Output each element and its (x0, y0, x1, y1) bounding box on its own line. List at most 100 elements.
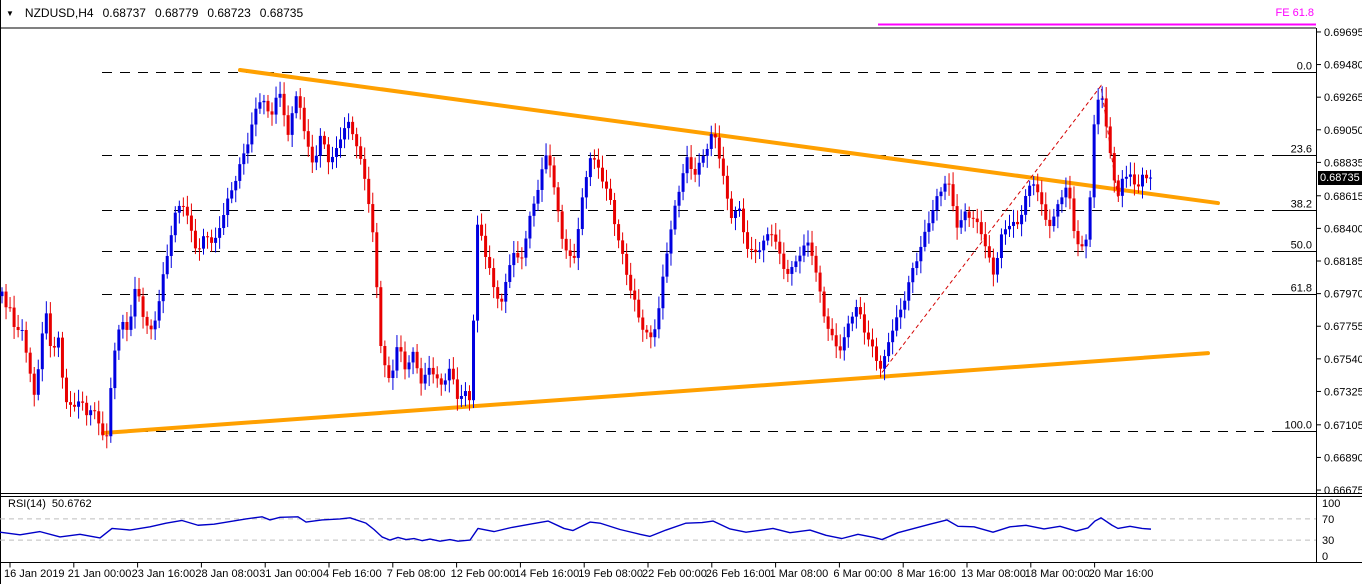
candle (347, 121, 351, 129)
candle (1128, 174, 1132, 177)
candle (899, 309, 903, 318)
candle (476, 224, 480, 321)
candle (423, 374, 427, 384)
candle (891, 330, 895, 343)
candle (310, 146, 314, 163)
candle (895, 317, 899, 331)
candle (858, 307, 862, 315)
candle (121, 321, 125, 330)
candle (302, 107, 306, 132)
fib-level-label: 61.8 (1291, 283, 1312, 295)
rsi-scale-label: 100 (1322, 498, 1340, 510)
ohlc-low: 0.68723 (207, 6, 251, 20)
candle (907, 282, 911, 301)
candle (673, 205, 677, 230)
candle (661, 276, 665, 309)
time-axis-label: 4 Feb 16:00 (323, 568, 382, 580)
candle (754, 249, 758, 253)
price-axis-label: 0.69695 (1324, 27, 1362, 39)
candle (746, 232, 750, 249)
candle (596, 159, 600, 168)
candle (322, 135, 326, 145)
candle (1100, 98, 1104, 100)
candle (246, 144, 250, 154)
candle (274, 97, 278, 115)
candle (600, 167, 604, 182)
price-axis-label: 0.69050 (1324, 125, 1362, 137)
candle (1088, 197, 1092, 240)
candle (105, 435, 109, 437)
candle (1036, 184, 1040, 193)
candle (665, 253, 669, 277)
candle (1024, 195, 1028, 215)
candle (927, 223, 931, 232)
candle (431, 367, 435, 375)
candle (1032, 184, 1036, 186)
candle (294, 96, 298, 114)
candle (169, 235, 173, 256)
candle (512, 252, 516, 266)
candle (1052, 216, 1056, 227)
candle (141, 296, 145, 317)
candle (181, 205, 185, 207)
candle (282, 93, 286, 116)
candle (1096, 99, 1100, 125)
candle (742, 208, 746, 233)
candle (657, 308, 661, 330)
candle (262, 100, 266, 103)
candle (85, 402, 89, 416)
candle (943, 183, 947, 192)
fib-expansion-anchor-line[interactable] (881, 84, 1119, 373)
candle (794, 261, 798, 268)
candle (395, 347, 399, 371)
candle (113, 350, 117, 389)
candle (915, 261, 919, 269)
symbol-dropdown-icon[interactable]: ▼ (6, 8, 14, 18)
candle (435, 374, 439, 379)
candle (371, 204, 375, 233)
candle (28, 352, 32, 374)
candle (584, 177, 588, 198)
candle (883, 356, 887, 369)
rsi-scale-label: 70 (1322, 514, 1334, 526)
fib-expansion-label[interactable]: FE 61.8 (1275, 7, 1314, 19)
rsi-scale-label: 0 (1322, 551, 1328, 563)
candle (750, 248, 754, 250)
current-price-badge: 0.68735 (1318, 171, 1362, 185)
candle (911, 268, 915, 283)
candle (77, 401, 81, 407)
candle (238, 164, 242, 181)
candle (467, 391, 471, 401)
upper-triangle-line[interactable] (238, 68, 1220, 206)
candle (242, 153, 246, 165)
candle (991, 257, 995, 275)
candle (81, 401, 85, 403)
time-axis-label: 26 Feb 16:00 (706, 568, 771, 580)
candle (206, 236, 210, 238)
time-axis-label: 13 Mar 08:00 (961, 568, 1026, 580)
rsi-indicator-label: RSI(14) (8, 498, 46, 510)
candle (52, 346, 56, 348)
candle (685, 157, 689, 174)
candle (770, 234, 774, 236)
fib-level-label: 50.0 (1291, 240, 1312, 252)
candle (1064, 187, 1068, 198)
price-axis-label: 0.67540 (1324, 354, 1362, 366)
lower-triangle-line[interactable] (101, 351, 1210, 436)
candle (73, 404, 77, 407)
time-axis-label: 1 Mar 08:00 (770, 568, 829, 580)
candle (613, 200, 617, 225)
candle (109, 388, 113, 437)
candle (234, 180, 238, 191)
candle (758, 250, 762, 253)
candle (572, 255, 576, 258)
candle (8, 307, 12, 309)
candle (508, 265, 512, 282)
candle (1108, 126, 1112, 154)
candle (564, 238, 568, 251)
candle (826, 316, 830, 329)
candle (979, 222, 983, 235)
candle (790, 267, 794, 274)
candle (60, 337, 64, 378)
